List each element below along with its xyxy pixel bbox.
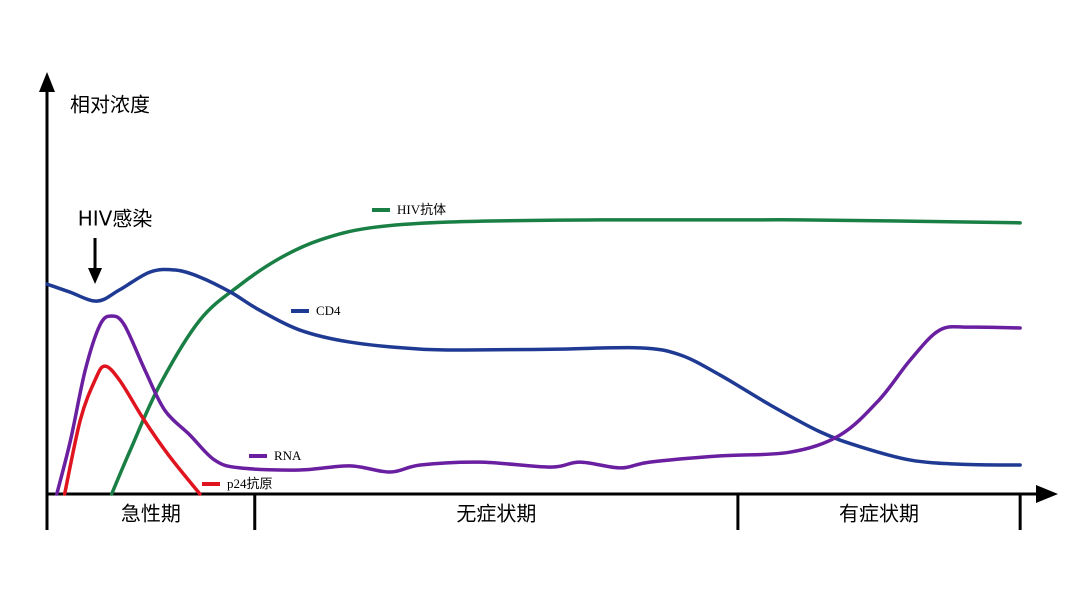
series-line [62, 364, 202, 496]
phase-label: 无症状期 [456, 502, 536, 526]
phase-label: 急性期 [121, 502, 181, 526]
annotation: HIV感染 [78, 207, 153, 231]
legend-label: CD4 [316, 303, 341, 318]
y-axis-label: 相对浓度 [70, 93, 150, 117]
series-line [45, 267, 1022, 467]
y-axis-arrow [39, 72, 55, 92]
annotation-arrowhead [88, 268, 103, 284]
phase-label: 有症状期 [839, 502, 919, 526]
series-line [55, 314, 1022, 496]
x-axis-arrow [1036, 485, 1058, 503]
legend-label: RNA [274, 448, 302, 463]
series-line [109, 217, 1022, 496]
legend-label: HIV抗体 [397, 202, 446, 217]
legend-label: p24抗原 [227, 476, 273, 491]
